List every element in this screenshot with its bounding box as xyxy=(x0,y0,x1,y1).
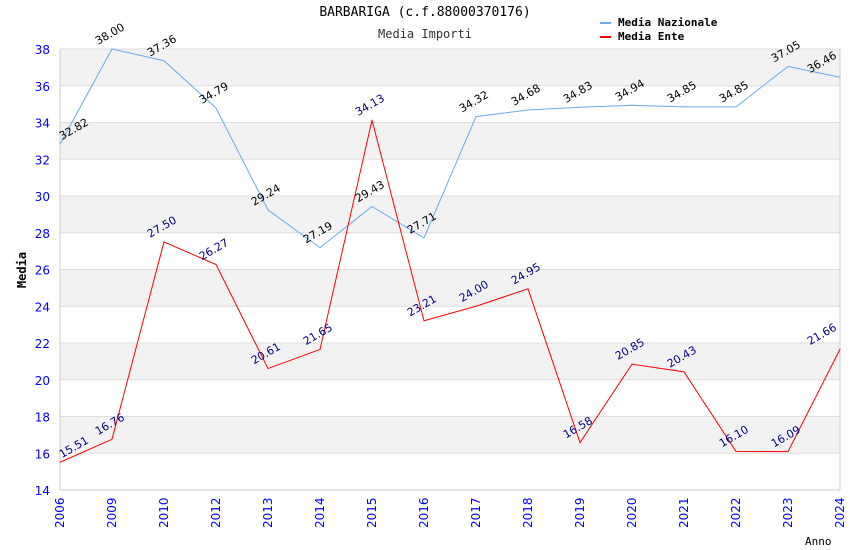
series-line-ente xyxy=(59,119,841,463)
x-tick-label: 2016 xyxy=(417,497,431,528)
grid-band xyxy=(60,416,840,454)
x-tick-label: 2006 xyxy=(53,497,67,528)
data-label: 34.32 xyxy=(457,88,491,115)
y-tick-label: 20 xyxy=(35,374,50,388)
y-tick-label: 34 xyxy=(35,117,50,131)
y-tick-label: 32 xyxy=(35,153,50,167)
data-point xyxy=(423,320,425,322)
data-point xyxy=(631,104,633,106)
y-axis-label: Media xyxy=(15,252,29,288)
y-tick-label: 30 xyxy=(35,190,50,204)
legend-swatch xyxy=(600,22,611,24)
x-tick-label: 2017 xyxy=(469,497,483,528)
data-point xyxy=(735,106,737,108)
data-point xyxy=(59,461,61,463)
data-point xyxy=(163,241,165,243)
x-tick-label: 2013 xyxy=(261,497,275,528)
data-point xyxy=(839,348,841,350)
data-label: 26.27 xyxy=(197,236,231,263)
data-point xyxy=(787,65,789,67)
data-point xyxy=(163,60,165,62)
data-point xyxy=(579,106,581,108)
y-tick-label: 36 xyxy=(35,80,50,94)
y-tick-label: 14 xyxy=(35,484,50,498)
data-point xyxy=(735,450,737,452)
chart-title: BARBARIGA (c.f.88000370176) xyxy=(319,5,531,20)
data-point xyxy=(787,451,789,453)
data-point xyxy=(319,247,321,249)
data-label: 38.00 xyxy=(93,21,127,48)
y-tick-label: 16 xyxy=(35,447,50,461)
series-line-nazionale xyxy=(59,48,841,249)
grid-band xyxy=(60,49,840,86)
grid-band xyxy=(60,196,840,233)
x-axis-label: Anno xyxy=(805,535,832,548)
data-point xyxy=(371,205,373,207)
legend-swatch xyxy=(600,36,611,38)
data-point xyxy=(59,143,61,145)
data-point xyxy=(631,363,633,365)
data-point xyxy=(475,116,477,118)
data-point xyxy=(527,109,529,111)
data-point xyxy=(267,209,269,211)
x-tick-label: 2024 xyxy=(833,497,847,528)
y-tick-label: 26 xyxy=(35,264,50,278)
grid-band xyxy=(60,269,840,307)
legend-label: Media Ente xyxy=(618,30,685,43)
y-tick-label: 28 xyxy=(35,227,50,241)
data-point xyxy=(319,348,321,350)
data-point xyxy=(111,438,113,440)
grid-band xyxy=(60,122,840,160)
data-point xyxy=(839,76,841,78)
x-tick-label: 2018 xyxy=(521,497,535,528)
x-tick-label: 2010 xyxy=(157,497,171,528)
data-point xyxy=(683,106,685,108)
data-point xyxy=(371,119,373,121)
x-tick-label: 2022 xyxy=(729,497,743,528)
data-point xyxy=(215,264,217,266)
x-tick-label: 2023 xyxy=(781,497,795,528)
x-tick-label: 2009 xyxy=(105,497,119,528)
y-tick-label: 22 xyxy=(35,337,50,351)
data-point xyxy=(527,288,529,290)
data-point xyxy=(111,48,113,50)
grid-band xyxy=(60,343,840,380)
x-tick-label: 2020 xyxy=(625,497,639,528)
y-tick-label: 38 xyxy=(35,43,50,57)
data-point xyxy=(683,371,685,373)
data-point xyxy=(267,368,269,370)
data-point xyxy=(423,237,425,239)
x-tick-label: 2015 xyxy=(365,497,379,528)
legend-label: Media Nazionale xyxy=(618,16,718,29)
data-point xyxy=(475,305,477,307)
y-tick-label: 18 xyxy=(35,411,50,425)
data-point xyxy=(579,442,581,444)
x-tick-label: 2012 xyxy=(209,497,223,528)
x-tick-label: 2019 xyxy=(573,497,587,528)
y-tick-label: 24 xyxy=(35,300,50,314)
x-tick-label: 2014 xyxy=(313,497,327,528)
chart-subtitle: Media Importi xyxy=(378,27,472,41)
x-tick-label: 2021 xyxy=(677,497,691,528)
data-point xyxy=(215,107,217,109)
data-label: 34.13 xyxy=(353,92,387,119)
